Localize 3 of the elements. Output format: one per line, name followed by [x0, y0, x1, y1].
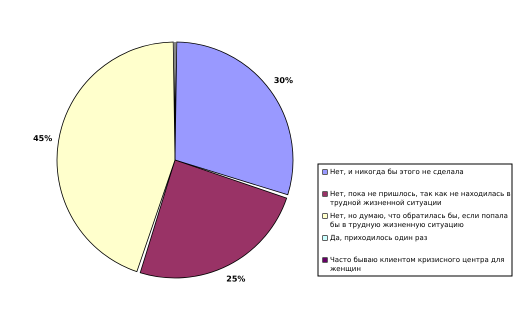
data-label: 25% [226, 274, 246, 284]
data-label: 45% [33, 134, 52, 144]
data-label: 30% [274, 76, 293, 86]
